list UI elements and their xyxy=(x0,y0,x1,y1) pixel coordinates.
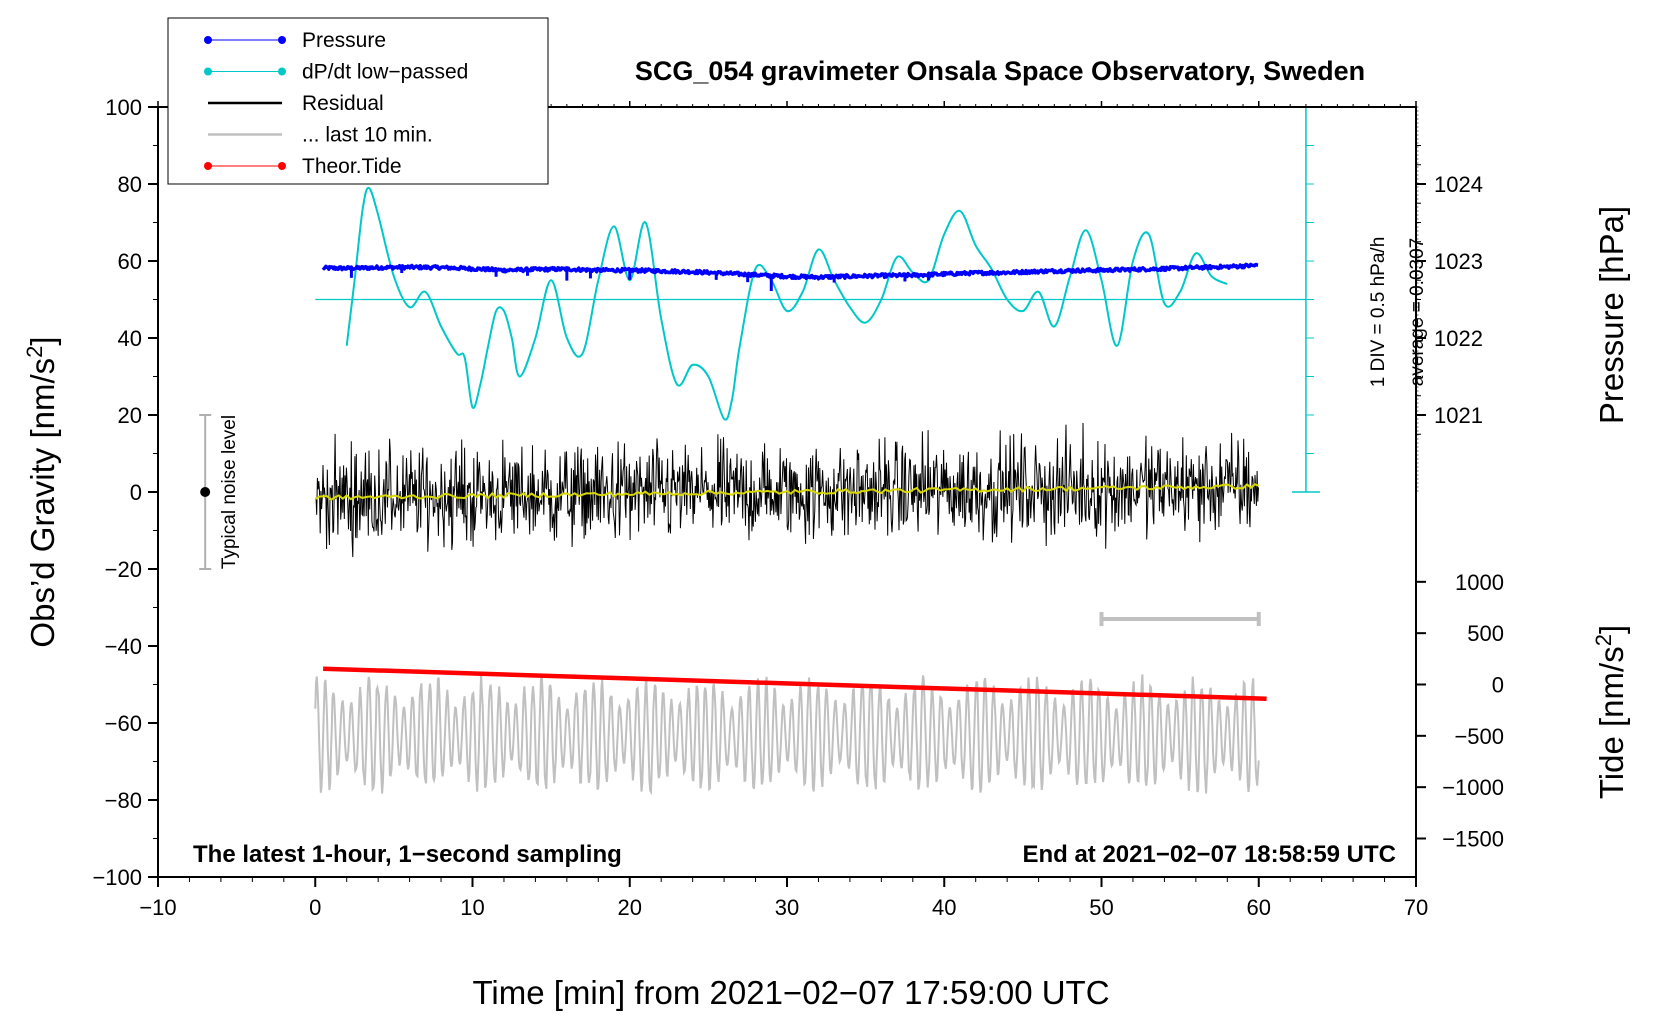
legend-marker xyxy=(278,36,286,44)
pressure-tick-label: 1021 xyxy=(1434,403,1483,428)
legend-marker xyxy=(204,162,212,170)
dpdt-average-label: average = 0.0307 xyxy=(1407,238,1428,386)
y-axis-title-tide: Tide [nm/s2] xyxy=(1591,625,1630,799)
tide-tick-label: −500 xyxy=(1454,724,1504,749)
dpdt-scale-label: 1 DIV = 0.5 hPa/h xyxy=(1368,237,1389,388)
y-tick-label: 20 xyxy=(118,403,142,428)
pressure-tick-label: 1022 xyxy=(1434,326,1483,351)
dpdt-series-line xyxy=(345,186,1228,421)
y-axis-title-gravity-sup: 2 xyxy=(22,346,47,358)
residual-trend-line xyxy=(314,483,1260,501)
y-axis-title-tide-end: ] xyxy=(1593,625,1630,634)
y-tick-label: −20 xyxy=(105,557,142,582)
noise-level-dot xyxy=(200,487,211,497)
y-tick-label: −80 xyxy=(105,788,142,813)
legend: Pressure dP/dt low−passed Residual ... last… xyxy=(167,17,549,185)
y-axis-title-gravity-end: ] xyxy=(24,336,61,345)
tide-tick-label: −1000 xyxy=(1442,775,1504,800)
y-tick-label: 100 xyxy=(105,95,142,120)
tide-tick-label: 1000 xyxy=(1455,570,1504,595)
tide-tick-label: 500 xyxy=(1467,621,1504,646)
x-tick-label: 70 xyxy=(1404,895,1428,920)
footer-end-time: End at 2021−02−07 18:58:59 UTC xyxy=(1022,841,1396,868)
legend-marker xyxy=(278,162,286,170)
pressure-tick-label: 1023 xyxy=(1434,249,1483,274)
tide-series-line xyxy=(323,666,1267,701)
legend-box xyxy=(167,17,549,185)
chart-title: SCG_054 gravimeter Onsala Space Observat… xyxy=(635,56,1365,86)
y-tick-label: −100 xyxy=(92,865,142,890)
legend-label: dP/dt low−passed xyxy=(302,61,468,84)
residual-series-line xyxy=(314,422,1259,558)
y-axis-title-tide-main: Tide [nm/s xyxy=(1593,646,1630,799)
y-tick-label: 60 xyxy=(118,249,142,274)
legend-marker xyxy=(278,67,286,76)
x-tick-label: −10 xyxy=(139,895,176,920)
y-tick-label: −60 xyxy=(105,711,142,736)
y-tick-label: 80 xyxy=(118,172,142,197)
y-axis-title-gravity-main: Obs’d Gravity [nm/s xyxy=(24,358,61,648)
x-tick-label: 60 xyxy=(1247,895,1271,920)
legend-label: ... last 10 min. xyxy=(302,124,433,147)
pressure-series-line xyxy=(321,262,1259,281)
x-tick-label: 10 xyxy=(460,895,484,920)
footer-sampling-note: The latest 1-hour, 1−second sampling xyxy=(193,841,622,868)
axes-layer: −10 0 10 20 30 40 50 60 70100806040200−20−40−60−… xyxy=(92,95,1504,920)
noise-level-label: Typical noise level xyxy=(219,415,240,569)
x-tick-label: 20 xyxy=(618,895,642,920)
tide-tick-label: −1500 xyxy=(1442,827,1504,852)
y-axis-title-tide-sup: 2 xyxy=(1591,634,1616,646)
tide-tick-label: 0 xyxy=(1492,673,1504,698)
legend-label: Residual xyxy=(302,92,384,115)
y-tick-label: 0 xyxy=(130,480,142,505)
y-axis-title-gravity: Obs’d Gravity [nm/s2] xyxy=(22,336,61,647)
x-tick-label: 30 xyxy=(775,895,799,920)
x-tick-label: 50 xyxy=(1089,895,1113,920)
x-tick-label: 40 xyxy=(932,895,956,920)
plot-data-layer xyxy=(199,106,1320,796)
x-axis-title: Time [min] from 2021−02−07 17:59:00 UTC xyxy=(472,974,1109,1011)
x-tick-label: 0 xyxy=(309,895,321,920)
legend-marker xyxy=(204,67,212,76)
legend-marker xyxy=(204,36,212,44)
y-tick-label: −40 xyxy=(105,634,142,659)
y-axis-title-pressure: Pressure [hPa] xyxy=(1593,206,1630,424)
legend-label: Theor.Tide xyxy=(302,155,402,178)
y-tick-label: 40 xyxy=(118,326,142,351)
pressure-tick-label: 1024 xyxy=(1434,172,1483,197)
legend-label: Pressure xyxy=(302,29,386,52)
last10-series-line xyxy=(314,673,1260,796)
